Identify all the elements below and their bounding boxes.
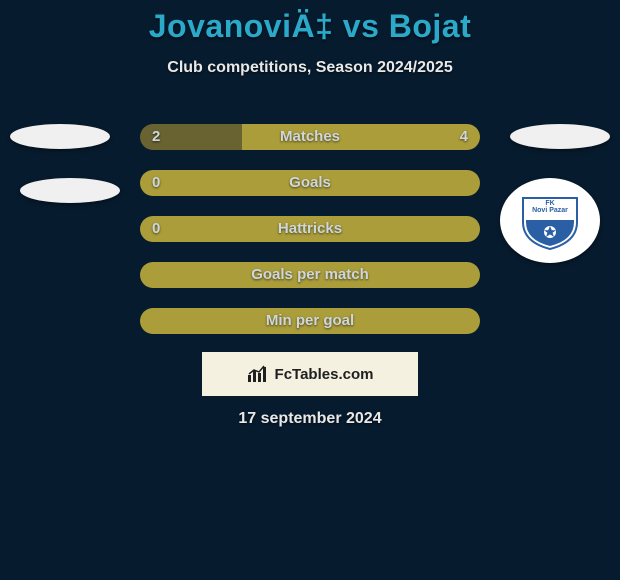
stat-label: Hattricks — [140, 216, 480, 242]
badge-line2: Novi Pazar — [532, 207, 568, 214]
subtitle: Club competitions, Season 2024/2025 — [0, 59, 620, 77]
stat-label: Matches — [140, 124, 480, 150]
stat-row: Goals0 — [140, 170, 480, 196]
stat-row: Matches2 4 — [140, 124, 480, 150]
stat-value-right: 4 — [460, 124, 468, 150]
stat-label: Goals per match — [140, 262, 480, 288]
stat-value-left: 2 — [152, 124, 160, 150]
stat-value-left: 0 — [152, 170, 160, 196]
stat-label: Goals — [140, 170, 480, 196]
stat-row: Goals per match — [140, 262, 480, 288]
stats-container: Matches24Goals0Hattricks0Goals per match… — [140, 124, 480, 354]
stat-row: Hattricks0 — [140, 216, 480, 242]
badge-line1: FK — [545, 200, 554, 207]
team-right-logo — [510, 124, 610, 149]
brand-text: FcTables.com — [275, 366, 374, 383]
stat-value-left: 0 — [152, 216, 160, 242]
chart-icon — [247, 365, 269, 383]
team-left-logo-2 — [20, 178, 120, 203]
date: 17 september 2024 — [0, 410, 620, 428]
page-title: JovanoviÄ‡ vs Bojat — [0, 0, 620, 45]
brand-box: FcTables.com — [202, 352, 418, 396]
stat-row: Min per goal — [140, 308, 480, 334]
stat-label: Min per goal — [140, 308, 480, 334]
team-left-logo — [10, 124, 110, 149]
team-right-badge: FK Novi Pazar — [500, 178, 600, 263]
